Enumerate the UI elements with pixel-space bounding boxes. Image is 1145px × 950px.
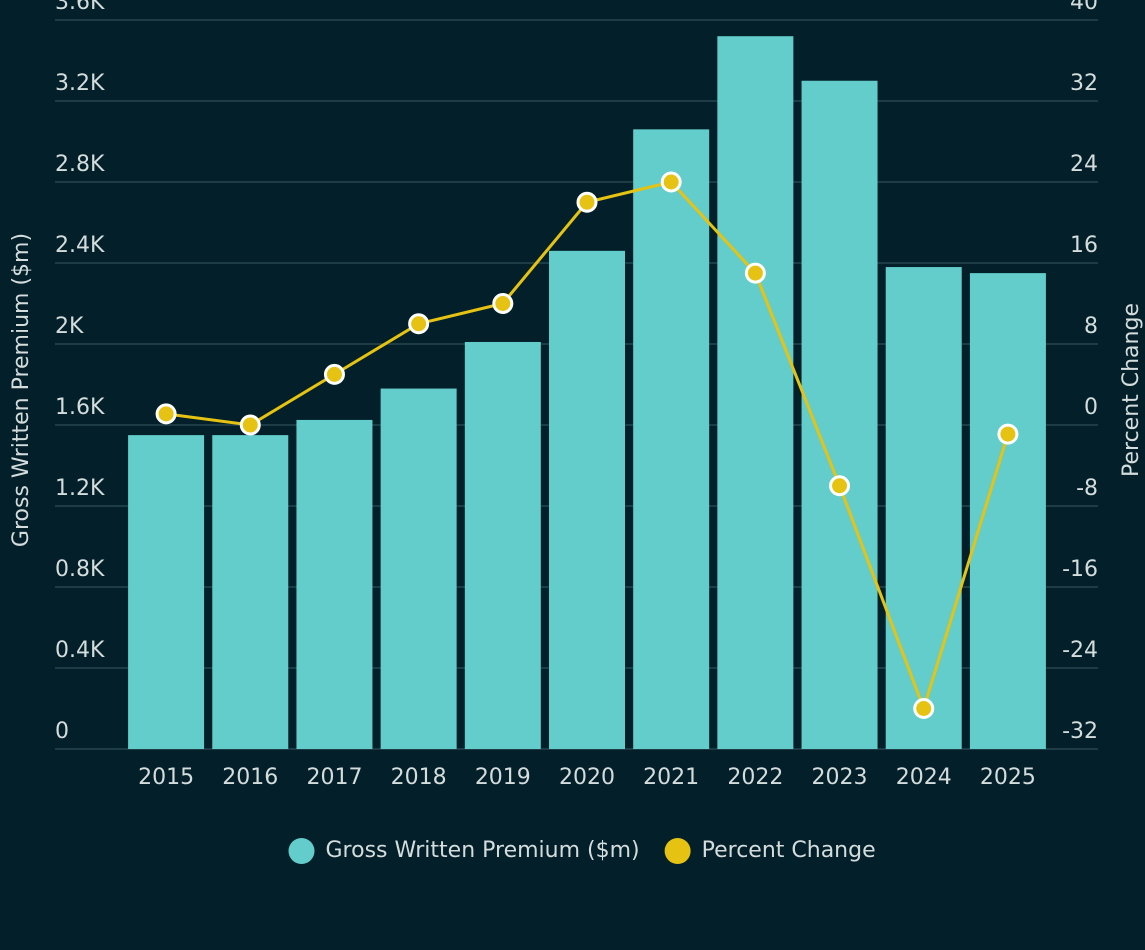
y-tick-label: 3.2K: [55, 71, 105, 96]
y2-tick-label: 0: [1084, 395, 1098, 420]
x-tick-label: 2020: [559, 765, 615, 790]
bar: [296, 419, 373, 749]
point: [913, 698, 935, 719]
bar: [380, 388, 457, 749]
y2-tick-label: 32: [1070, 71, 1098, 96]
y-tick-label: 3.6K: [55, 0, 105, 15]
point: [997, 423, 1019, 445]
y-tick-label: 1.2K: [55, 476, 105, 501]
x-tick-label: 2018: [391, 765, 447, 790]
point: [492, 293, 514, 314]
y2-tick-label: 16: [1070, 233, 1098, 258]
y-axis-title: Gross Written Premium ($m): [9, 233, 34, 547]
point: [660, 171, 682, 193]
x-tick-label: 2021: [643, 765, 699, 790]
y-tick-label: 0.4K: [55, 638, 105, 663]
bar: [464, 341, 541, 749]
bar: [885, 267, 962, 749]
legend: Gross Written Premium ($m) Percent Change: [288, 838, 876, 864]
point: [155, 403, 177, 425]
y-tick-label: 2K: [55, 314, 84, 339]
legend-swatch: [664, 838, 691, 864]
y-tick-label: 2.8K: [55, 152, 105, 177]
legend-label: Gross Written Premium ($m): [326, 838, 640, 863]
x-tick-label: 2015: [138, 765, 194, 790]
y2-tick-label: -8: [1076, 476, 1098, 501]
point: [323, 363, 345, 385]
x-tick-label: 2022: [727, 765, 783, 790]
y-tick-label: 0.8K: [55, 557, 105, 582]
bar: [633, 129, 710, 750]
y2-axis-title: Percent Change: [1119, 303, 1144, 477]
x-tick-label: 2016: [222, 765, 278, 790]
legend-label: Percent Change: [702, 838, 876, 863]
y-tick-label: 2.4K: [55, 233, 105, 258]
x-tick-label: 2024: [896, 765, 952, 790]
point: [239, 414, 261, 436]
y2-tick-label: -16: [1062, 557, 1098, 582]
point: [829, 475, 851, 497]
y2-tick-label: 24: [1070, 152, 1098, 177]
y2-tick-label: 8: [1084, 314, 1098, 339]
y-tick-label: 1.6K: [55, 395, 105, 420]
point: [744, 262, 766, 284]
bar: [969, 273, 1046, 749]
legend-swatch: [288, 838, 315, 864]
bar: [717, 36, 794, 749]
y2-tick-label: -32: [1062, 719, 1098, 744]
x-tick-label: 2023: [812, 765, 868, 790]
bar: [212, 435, 289, 749]
x-tick-label: 2019: [475, 765, 531, 790]
point: [408, 313, 430, 335]
bar: [549, 250, 625, 749]
bar: [128, 435, 205, 749]
x-tick-label: 2017: [306, 765, 362, 790]
y2-tick-label: -24: [1062, 638, 1098, 663]
y-tick-label: 0: [55, 719, 69, 744]
bar: [801, 80, 878, 749]
y2-tick-label: 40: [1070, 0, 1098, 15]
point: [576, 191, 598, 213]
x-tick-label: 2025: [980, 765, 1036, 790]
